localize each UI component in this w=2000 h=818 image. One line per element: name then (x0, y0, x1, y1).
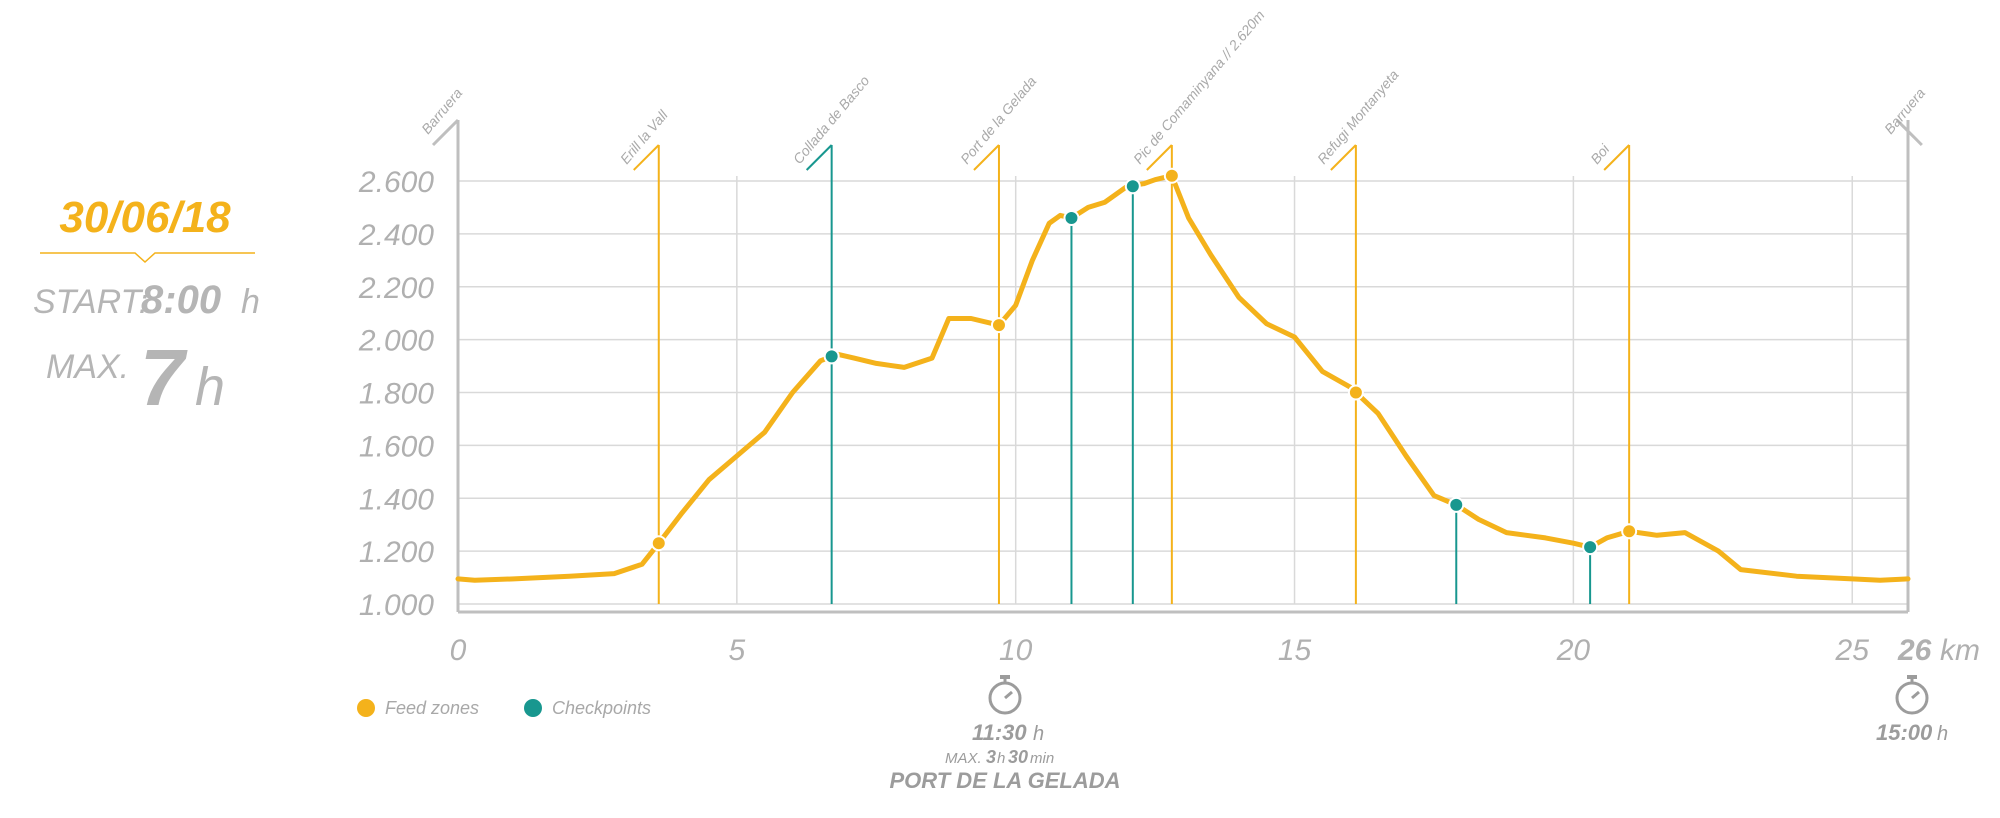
date-underline (40, 252, 255, 264)
station-flag (633, 144, 660, 171)
station-label: Pic de Comaminyana // 2.620m (1130, 7, 1268, 167)
checkpoint-marker (1582, 539, 1599, 556)
max-minutes: 30 (1008, 747, 1028, 767)
x-tick-label: 10 (999, 634, 1033, 667)
station-flag (431, 118, 460, 147)
feed-zone-marker (650, 535, 667, 552)
x-tick-label: 25 (1835, 634, 1870, 667)
y-tick-label: 1.000 (359, 589, 434, 622)
x-tick-label: 0 (450, 634, 467, 667)
grid (456, 120, 1910, 614)
max-minutes-unit: min (1030, 750, 1054, 767)
stopwatch-icon (988, 675, 1022, 715)
x-tick-label: 5 (729, 634, 746, 667)
stopwatch-icon (1895, 675, 1929, 715)
start-unit: h (241, 283, 260, 321)
start-value: 8:00 (141, 278, 221, 322)
max-hours: 3 (986, 747, 996, 767)
station-label: Erill la Vall (617, 106, 672, 167)
legend-feed-label: Feed zones (385, 698, 479, 718)
checkpoint-marker (1448, 496, 1465, 513)
y-tick-label: 1.400 (359, 483, 434, 516)
max-label: MAX. (46, 348, 129, 386)
station-flag (1330, 144, 1357, 171)
checkpoint-marker (1124, 178, 1141, 195)
station-flag (973, 144, 1000, 171)
profile (455, 173, 1911, 583)
y-tick-label: 1.800 (359, 378, 434, 411)
y-axis-labels: 1.000 1.200 1.400 1.600 1.800 2.000 2.200 2.400… (358, 166, 434, 622)
x-tick-label: 15 (1278, 634, 1312, 667)
start-label: START: (33, 283, 148, 321)
y-tick-label: 1.200 (359, 536, 434, 569)
intermediate-time: 11:30 h MAX. 3 h 30 min PORT DE LA GELAD… (889, 675, 1121, 793)
intermediate-time-value: 11:30 (972, 720, 1027, 745)
finish-time-value: 15:00 (1876, 720, 1933, 745)
finish-time-unit: h (1937, 723, 1948, 745)
max-unit: h (195, 357, 225, 417)
station-label: Boi (1587, 140, 1613, 166)
finish-time: 15:00 h (1876, 675, 1948, 745)
checkpoint-marker (1063, 210, 1080, 227)
intermediate-place: PORT DE LA GELADA (889, 768, 1120, 793)
max-prefix: MAX. (945, 750, 982, 767)
station-flag (1603, 144, 1630, 171)
max-value: 7 (140, 333, 188, 422)
y-tick-label: 2.400 (358, 219, 434, 252)
station-flag (1895, 118, 1923, 147)
legend-feed-marker (357, 699, 375, 717)
markers (650, 167, 1638, 556)
legend: Feed zones Checkpoints (357, 698, 651, 718)
station-flag (1146, 144, 1173, 171)
legend-checkpoint-label: Checkpoints (552, 698, 651, 718)
x-axis-labels: 0 5 10 15 20 25 (450, 634, 1870, 667)
stations: Barruera Erill la Vall Collada de Basco Por… (418, 7, 1928, 604)
max-hours-unit: h (997, 750, 1005, 767)
race-date: 30/06/18 (59, 193, 231, 242)
legend-checkpoint-marker (524, 699, 542, 717)
x-end-label: 26 (1897, 634, 1932, 667)
x-end-unit: km (1940, 634, 1980, 667)
y-tick-label: 2.600 (358, 166, 434, 199)
feed-zone-marker (1621, 523, 1638, 540)
elevation-line (455, 173, 1911, 583)
x-tick-label: 20 (1556, 634, 1591, 667)
station-flag (805, 144, 833, 171)
feed-zone-marker (1347, 384, 1364, 401)
checkpoint-marker (823, 348, 840, 365)
y-tick-label: 2.200 (358, 272, 434, 305)
station-label: Refugi Montanyeta (1314, 66, 1402, 166)
feed-zone-marker (1163, 167, 1180, 184)
feed-zone-marker (990, 317, 1007, 334)
y-tick-label: 1.600 (359, 430, 434, 463)
race-info: 30/06/18 START: 8:00 h MAX. 7 h (33, 193, 260, 422)
y-tick-label: 2.000 (358, 325, 434, 358)
intermediate-time-unit: h (1033, 723, 1044, 745)
